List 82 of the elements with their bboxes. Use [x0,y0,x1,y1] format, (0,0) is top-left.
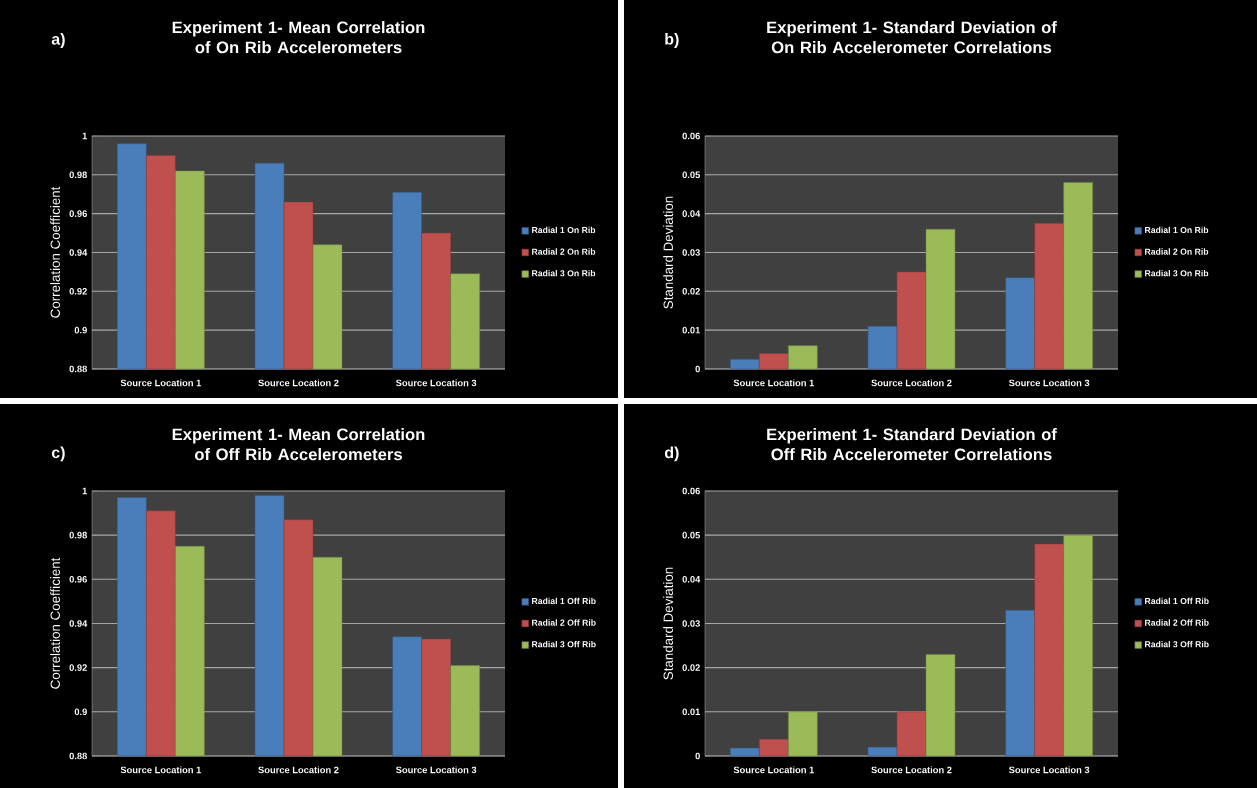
chart-title: Experiment 1- Mean Correlation of On Rib Accelerometers [172,21,425,54]
x-tick-label: Source Location 1 [733,766,815,774]
legend-label: Radial 3 Off Rib [532,640,596,648]
y-tick-label: 0.04 [682,210,701,217]
bar [896,271,927,370]
bar [1005,609,1035,757]
bar [759,738,789,757]
legend-label: Radial 2 On Rib [532,248,596,255]
x-tick-label: Source Location 1 [120,766,202,774]
bar [759,353,789,370]
y-tick-label: 0.98 [69,171,87,179]
y-tick-label: 1 [82,132,88,140]
legend-label: Radial 2 Off Rib [532,619,596,626]
y-tick-label: 0.94 [69,620,88,627]
y-tick-label: 0.06 [682,487,700,495]
chart-title: Experiment 1- Standard Deviation of Off Rib Accelerometer Correlations [767,428,1057,461]
y-tick-label: 1 [82,487,88,495]
chart-title: Experiment 1- Standard Deviation of On Rib Accelerometer Correlations [767,21,1057,54]
y-tick-label: 0.03 [682,620,700,627]
bar [867,746,898,757]
legend-label: Radial 1 On Rib [532,226,596,234]
legend-label: Radial 1 Off Rib [532,597,596,605]
x-tick-label: Source Location 3 [1008,379,1090,387]
text: c) [51,446,65,462]
bar [1034,543,1064,757]
y-tick-label: 0.9 [74,326,87,334]
bar [730,747,760,757]
y-tick-label: 0.02 [682,288,700,295]
legend-label: Radial 1 Off Rib [1145,597,1209,605]
legend-label: Radial 3 On Rib [532,269,596,277]
x-tick-label: Source Location 2 [258,766,339,774]
bar [925,654,956,757]
y-tick-label: 0.88 [69,752,87,760]
y-tick-label: 0.92 [69,664,87,671]
x-tick-label: Source Location 2 [871,379,952,387]
text: d) [664,446,679,462]
legend-label: Radial 1 On Rib [1145,226,1209,234]
y-tick-label: 0.88 [69,365,87,373]
y-tick-label: 0.94 [69,249,88,256]
y-axis-title: Correlation Coefficient [50,557,60,689]
y-tick-label: 0.01 [682,326,701,334]
bar [867,326,898,370]
y-axis-title: Standard Deviation [663,567,673,680]
y-tick-label: 0.9 [74,708,87,716]
text: a) [51,33,65,48]
bar [730,359,760,370]
x-tick-label: Source Location 2 [258,379,339,387]
legend-label: Radial 2 On Rib [1145,248,1209,255]
legend-label: Radial 3 On Rib [1145,269,1209,277]
bar [788,711,818,757]
x-tick-label: Source Location 3 [395,379,477,387]
bar [925,228,956,370]
y-tick-label: 0.96 [69,210,87,217]
text: b) [665,33,679,48]
y-tick-label: 0.92 [69,288,87,295]
x-tick-label: Source Location 1 [733,379,815,387]
y-tick-label: 0.03 [682,249,700,256]
y-tick-label: 0.05 [682,531,701,539]
x-tick-label: Source Location 3 [1008,766,1090,774]
legend-label: Radial 2 Off Rib [1145,619,1209,626]
bar [896,711,927,757]
y-tick-label: 0.02 [682,664,700,671]
bar [1063,534,1093,757]
x-tick-label: Source Location 1 [120,379,202,387]
bar [788,345,818,370]
y-tick-label: 0.96 [69,576,87,583]
y-axis-title: Correlation Coefficient [50,186,60,318]
y-tick-label: 0 [695,752,700,760]
legend-label: Radial 3 Off Rib [1145,640,1209,648]
y-tick-label: 0.98 [69,531,87,539]
y-tick-label: 0.04 [682,576,701,583]
y-axis-title: Standard Deviation [663,196,673,309]
y-tick-label: 0.05 [682,171,701,179]
y-tick-label: 0.06 [682,132,700,140]
chart-title: Experiment 1- Mean Correlation of Off Rib Accelerometers [172,428,425,461]
bar [1034,223,1064,370]
bar [1063,182,1093,370]
y-tick-label: 0 [695,365,700,373]
x-tick-label: Source Location 2 [871,766,952,774]
bar [1005,277,1035,370]
y-tick-label: 0.01 [682,708,701,716]
x-tick-label: Source Location 3 [395,766,477,774]
